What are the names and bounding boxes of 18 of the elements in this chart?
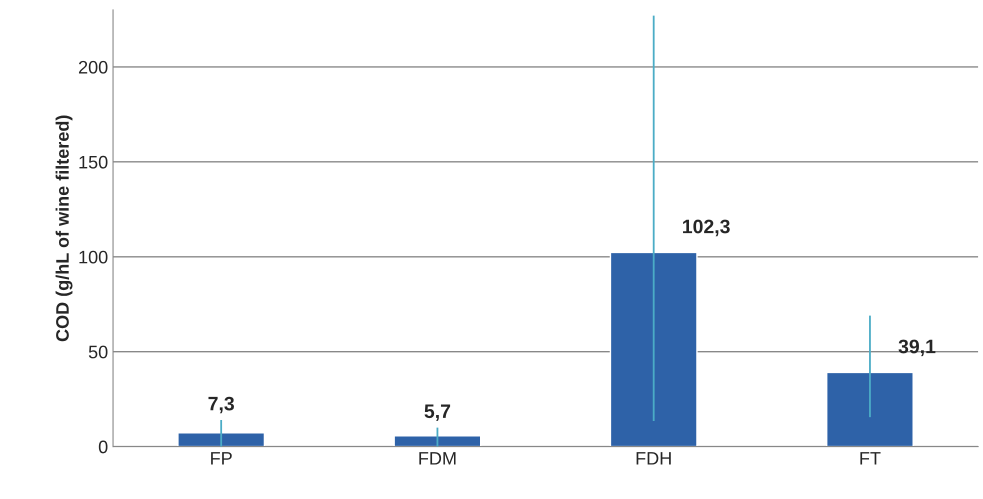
y-tick-label: 100 [79, 250, 108, 264]
bar [826, 372, 914, 447]
y-tick-label: 200 [78, 60, 108, 74]
y-tick-label: 0 [98, 440, 108, 454]
y-tick-label: 150 [79, 156, 108, 169]
x-tick-label: FP [211, 452, 232, 465]
x-tick-label: FDM [419, 452, 456, 465]
x-tick-label: FDH [636, 452, 671, 465]
bar [177, 432, 266, 447]
bar [393, 435, 482, 447]
data-label: 39,1 [898, 340, 936, 356]
data-label: 7,3 [208, 396, 234, 414]
bar [610, 252, 698, 447]
y-axis-title: COD (g/hL of wine filtered) [56, 115, 73, 342]
x-tick-label: FT [860, 452, 881, 465]
data-label: 102,3 [683, 220, 730, 236]
y-tick-label: 50 [88, 346, 108, 358]
data-label: 5,7 [424, 404, 450, 421]
